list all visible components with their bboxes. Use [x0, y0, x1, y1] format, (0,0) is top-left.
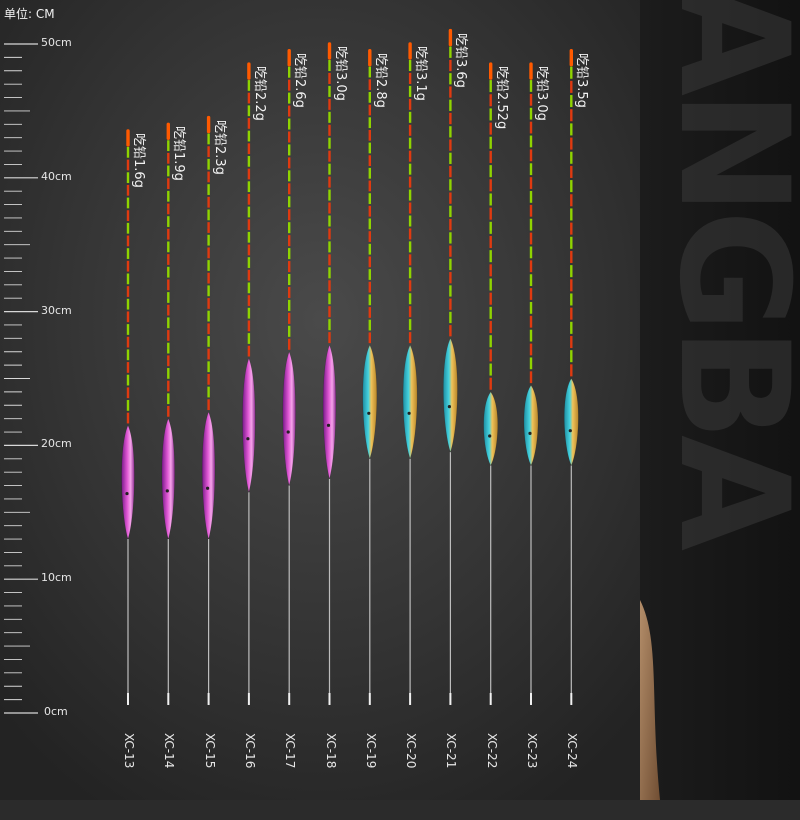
float-weight-label: 吃铅2.6g	[292, 52, 308, 108]
float-logo-mark	[447, 404, 451, 409]
scale-label: 40cm	[41, 169, 72, 183]
float-model-label: XC-22	[484, 733, 499, 769]
float-body	[121, 424, 135, 540]
scale-label: 10cm	[41, 571, 72, 585]
float-model-label: XC-20	[404, 733, 419, 769]
scale-label: 20cm	[41, 437, 72, 451]
float-body	[362, 344, 378, 460]
float-weight-label: 吃铅2.3g	[211, 119, 227, 175]
float-logo-mark	[568, 429, 572, 433]
float-model-label: XC-15	[202, 733, 217, 769]
float-weight-label: 吃铅3.0g	[332, 46, 348, 101]
float-logo-mark	[206, 486, 210, 490]
brand-watermark: ANGBA	[648, 0, 800, 546]
float-model-label: XC-21	[444, 733, 459, 769]
float-weight-label: 吃铅1.9g	[171, 126, 187, 182]
float-weight-label: 吃铅2.2g	[251, 66, 267, 121]
float-model-label: XC-19	[363, 733, 378, 769]
float-logo-mark	[286, 430, 290, 434]
float-body	[483, 391, 499, 467]
float-body	[161, 417, 175, 540]
float-logo-mark	[407, 411, 411, 415]
float-weight-label: 吃铅1.6g	[131, 132, 146, 188]
float-model-label: XC-17	[283, 733, 298, 769]
float-logo-mark	[326, 423, 331, 427]
float-body	[443, 337, 458, 453]
float-body	[282, 351, 296, 487]
float-body	[523, 384, 539, 467]
float-weight-label: 吃铅3.6g	[453, 32, 469, 88]
float-weight-label: 吃铅3.0g	[534, 66, 549, 121]
float-weight-label: 吃铅3.5g	[574, 52, 590, 108]
float-body	[242, 357, 256, 494]
float-model-label: XC-16	[242, 733, 257, 769]
float-model-label: XC-14	[162, 733, 177, 769]
float-model-label: XC-13	[122, 733, 136, 769]
float-weight-label: 吃铅3.1g	[413, 46, 429, 101]
float-model-label: XC-18	[323, 733, 338, 769]
scale-label: 0cm	[44, 705, 68, 718]
float-weight-label: 吃铅2.52g	[493, 66, 509, 130]
float-body	[564, 378, 579, 467]
float-weight-label: 吃铅2.8g	[372, 52, 388, 108]
float-chart	[4, 28, 579, 714]
float-logo-mark	[367, 411, 371, 415]
float-body	[322, 344, 337, 480]
float-logo-mark	[488, 434, 492, 438]
float-logo-mark	[125, 491, 129, 496]
float-logo-mark	[528, 431, 532, 435]
float-logo-mark	[165, 489, 169, 493]
unit-label: 单位: CM	[4, 7, 55, 21]
float-body	[402, 344, 418, 460]
float-logo-mark	[246, 437, 250, 441]
float-model-label: XC-24	[565, 733, 580, 769]
scale-label: 50cm	[41, 36, 72, 49]
float-body	[201, 411, 216, 541]
float-model-label: XC-23	[525, 733, 539, 769]
scale-label: 30cm	[41, 303, 72, 317]
